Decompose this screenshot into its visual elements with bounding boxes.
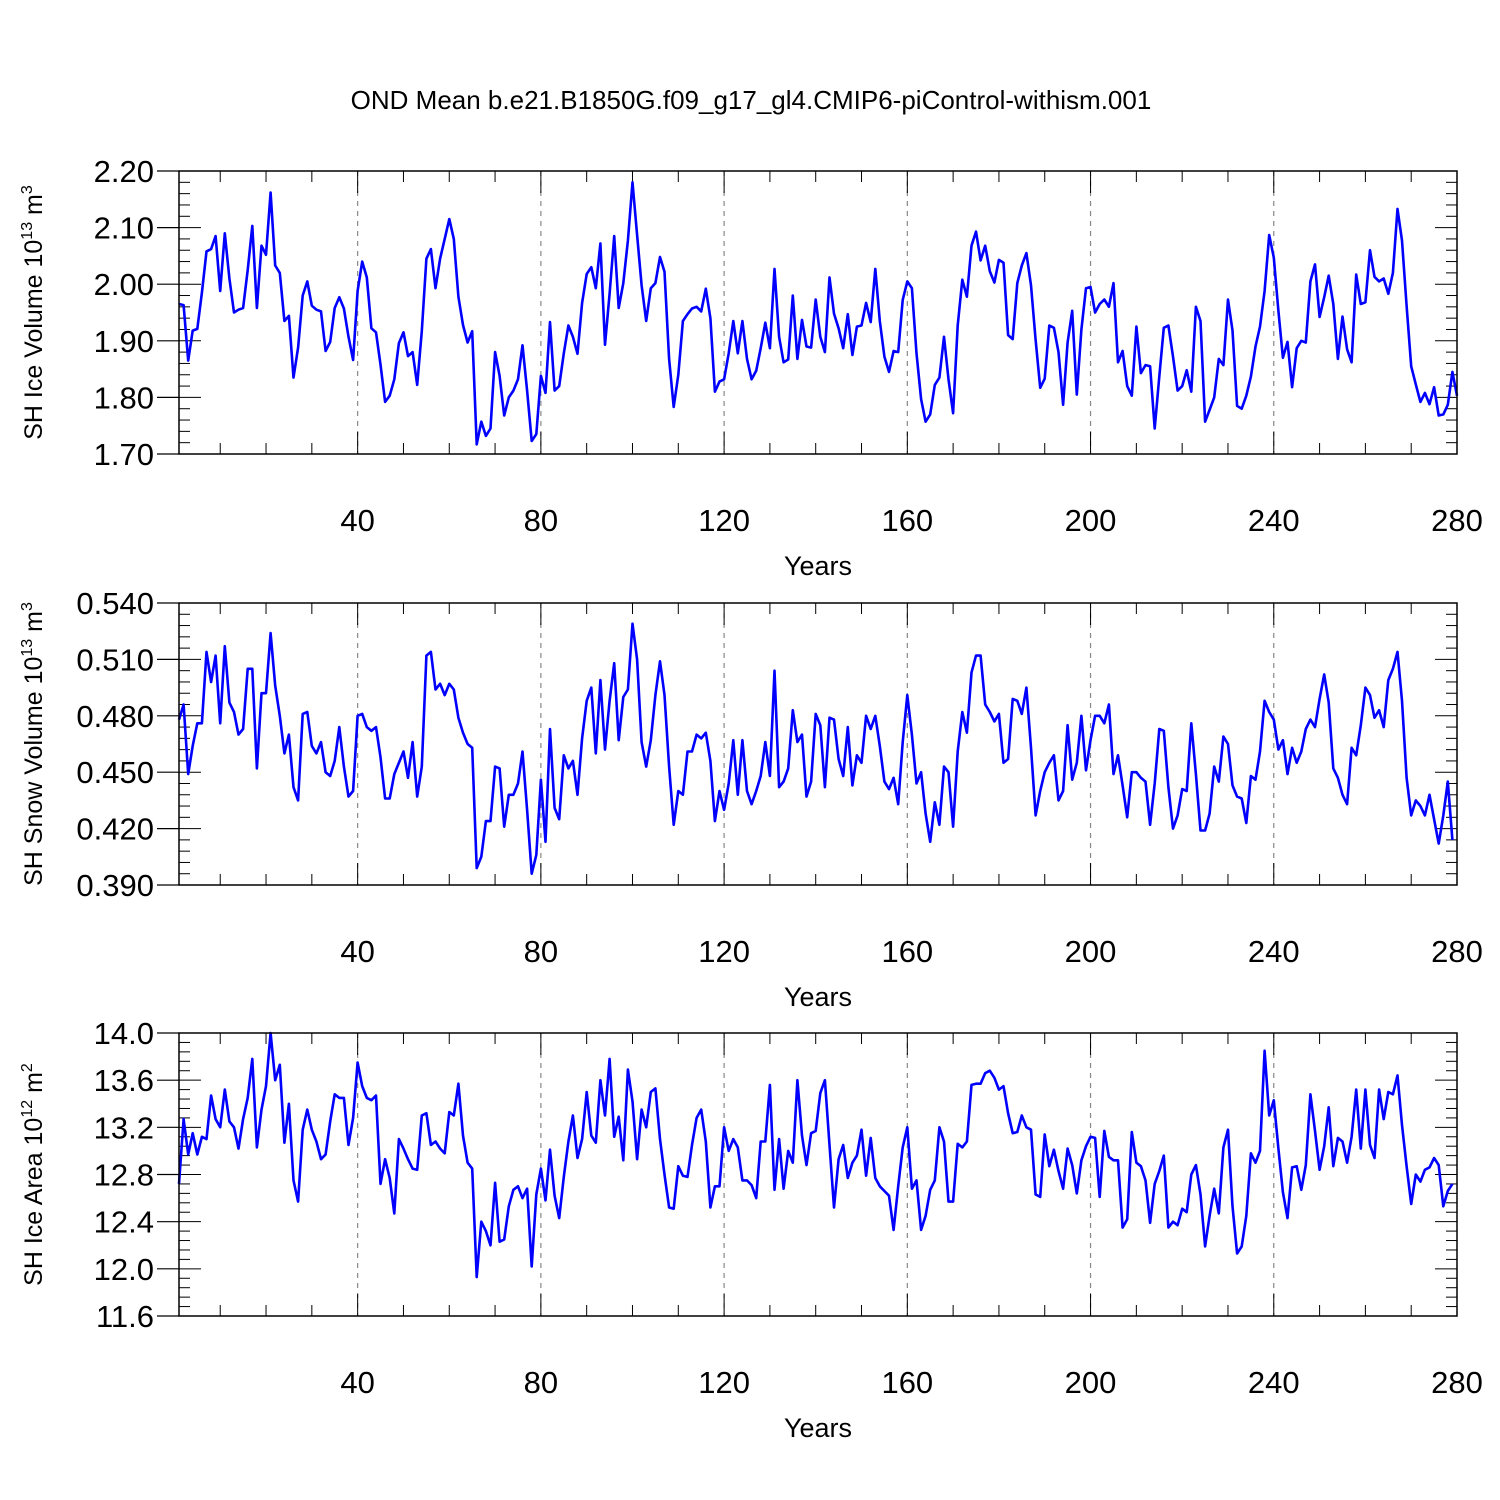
x-tick-label: 160 xyxy=(881,1365,933,1400)
y-axis-label: SH Ice Area 1012 m2 xyxy=(19,1063,48,1286)
x-tick-label: 280 xyxy=(1431,503,1483,538)
y-tick-label: 12.8 xyxy=(94,1158,154,1193)
x-axis-label: Years xyxy=(784,982,852,1012)
series-line-3 xyxy=(177,1031,1454,1279)
x-tick-label: 280 xyxy=(1431,934,1483,969)
chart-title: OND Mean b.e21.B1850G.f09_g17_gl4.CMIP6-… xyxy=(351,85,1152,115)
x-tick-label: 240 xyxy=(1248,1365,1300,1400)
chart-panel-2: 0.390 0.420 0.450 0.480 0.510 0.540 40 80 120 160… xyxy=(19,586,1483,1012)
x-tick-label: 80 xyxy=(524,1365,558,1400)
y-tick-label: 2.10 xyxy=(94,211,154,246)
y-axis-label: SH Snow Volume 1013 m3 xyxy=(19,602,48,886)
y-tick-label: 0.540 xyxy=(76,586,154,621)
plot-frame xyxy=(178,1032,1458,1317)
x-tick-label: 280 xyxy=(1431,1365,1483,1400)
x-tick-label: 160 xyxy=(881,934,933,969)
series-line-1 xyxy=(178,181,1459,446)
x-tick-label: 120 xyxy=(698,1365,750,1400)
chart-panel-3: 11.6 12.0 12.4 12.8 13.2 13.6 14.0 40 80 120 160 20… xyxy=(19,1016,1483,1443)
plot-frame xyxy=(178,170,1458,455)
y-tick-label: 1.80 xyxy=(94,380,154,415)
x-tick-label: 40 xyxy=(340,1365,374,1400)
plot-frame xyxy=(178,602,1458,886)
x-tick-label: 80 xyxy=(524,934,558,969)
y-tick-label: 2.00 xyxy=(94,267,154,302)
y-tick-label: 12.4 xyxy=(94,1205,154,1240)
x-tick-label: 120 xyxy=(698,934,750,969)
y-tick-label: 13.2 xyxy=(94,1110,154,1145)
x-tick-label: 40 xyxy=(340,934,374,969)
x-axis-label: Years xyxy=(784,1413,852,1443)
y-tick-label: 2.20 xyxy=(94,154,154,189)
x-tick-label: 200 xyxy=(1065,1365,1117,1400)
y-tick-label: 0.480 xyxy=(76,699,154,734)
y-tick-label: 14.0 xyxy=(94,1016,154,1051)
series-line-2 xyxy=(177,622,1454,876)
x-tick-label: 200 xyxy=(1065,503,1117,538)
y-tick-label: 1.70 xyxy=(94,437,154,472)
x-axis-label: Years xyxy=(784,551,852,581)
x-tick-label: 160 xyxy=(881,503,933,538)
y-tick-label: 11.6 xyxy=(96,1299,154,1334)
x-tick-label: 240 xyxy=(1248,934,1300,969)
y-tick-label: 0.420 xyxy=(76,812,154,847)
y-axis-label: SH Ice Volume 1013 m3 xyxy=(19,185,48,440)
x-tick-label: 40 xyxy=(340,503,374,538)
y-tick-label: 0.450 xyxy=(76,755,154,790)
x-tick-label: 120 xyxy=(698,503,750,538)
y-tick-label: 0.390 xyxy=(76,868,154,903)
chart-panel-1: 1.70 1.80 1.90 2.00 2.10 2.20 40 80 120 160 200 240… xyxy=(19,154,1483,581)
x-tick-label: 240 xyxy=(1248,503,1300,538)
y-tick-label: 13.6 xyxy=(94,1063,154,1098)
y-tick-label: 1.90 xyxy=(94,324,154,359)
x-tick-label: 80 xyxy=(524,503,558,538)
x-tick-label: 200 xyxy=(1065,934,1117,969)
y-tick-label: 0.510 xyxy=(76,642,154,677)
y-tick-label: 12.0 xyxy=(94,1252,154,1287)
